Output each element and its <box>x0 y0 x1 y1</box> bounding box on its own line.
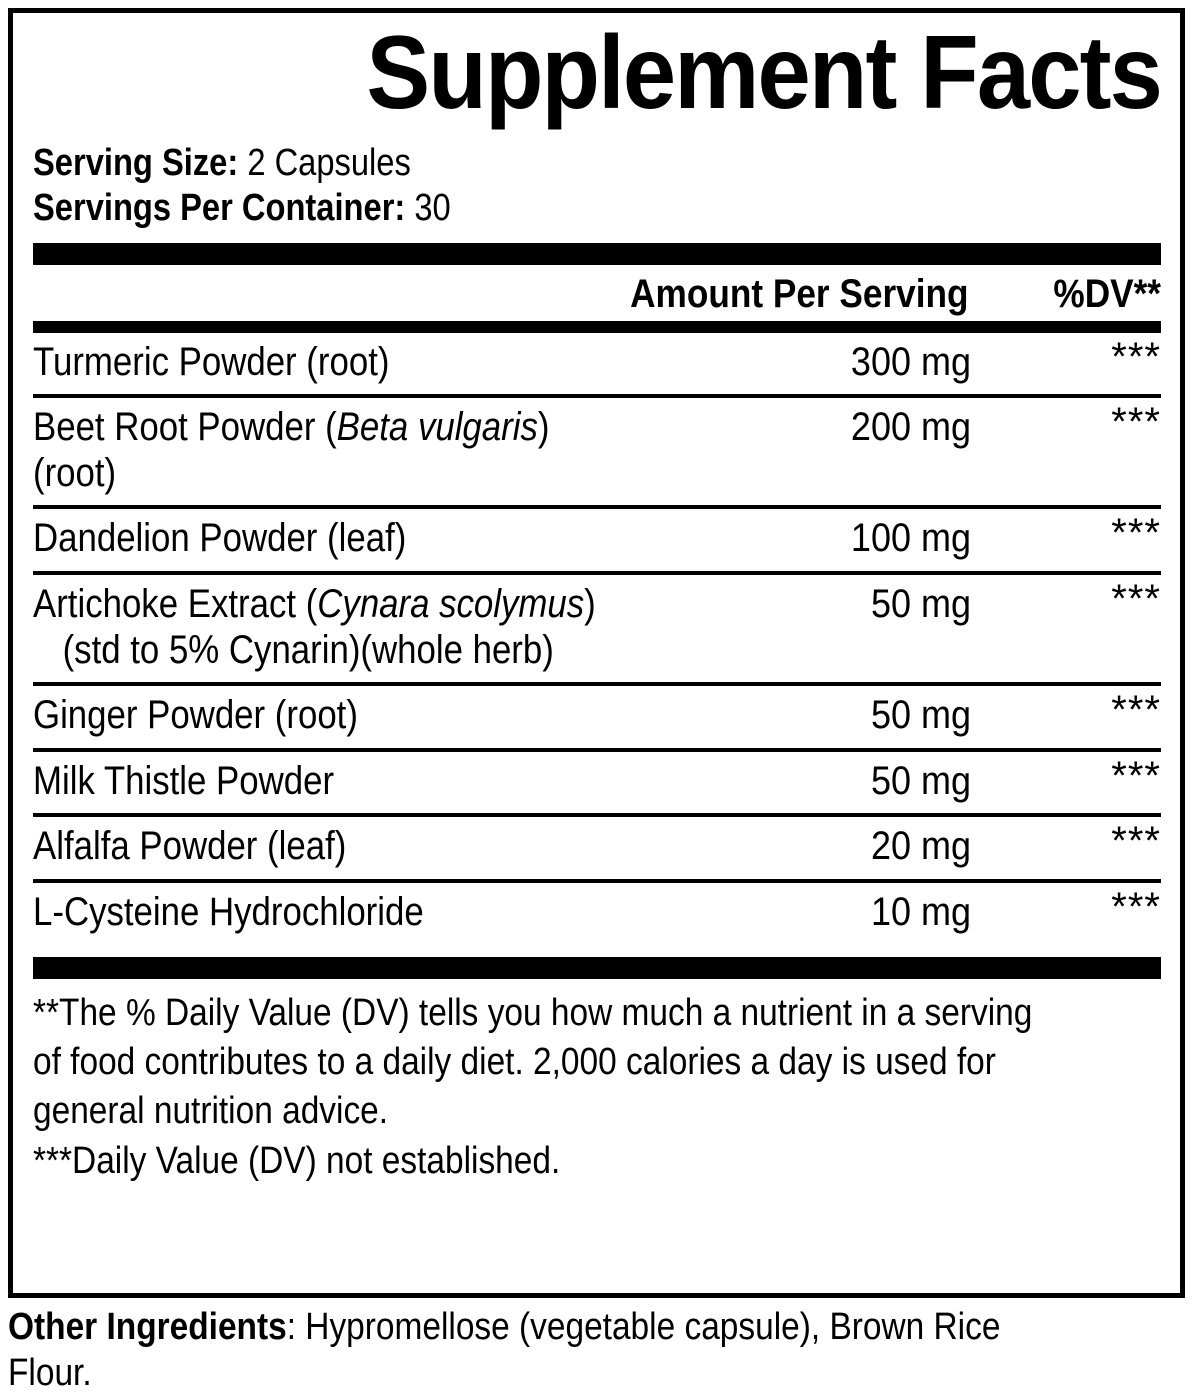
supplement-facts-panel: Supplement Facts Serving Size: 2 Capsule… <box>8 8 1185 1298</box>
table-header-row: Amount Per Serving %DV** <box>33 265 1161 321</box>
table-row: Ginger Powder (root) 50 mg *** <box>33 686 1161 748</box>
page-title: Supplement Facts <box>366 15 1162 131</box>
ingredient-name-text: Dandelion Powder (leaf) <box>33 516 407 561</box>
ingredient-name: L-Cysteine Hydrochloride <box>33 890 623 936</box>
ingredient-amount: 200 mg <box>850 405 971 450</box>
serving-size-label: Serving Size: <box>33 141 239 184</box>
servings-per-container-value: 30 <box>414 186 451 229</box>
table-row: Dandelion Powder (leaf) 100 mg *** <box>33 509 1161 571</box>
table-row: Milk Thistle Powder 50 mg *** <box>33 752 1161 814</box>
other-ingredients-separator: : <box>286 1306 306 1348</box>
ingredient-percent-dv: *** <box>1111 511 1161 556</box>
ingredient-name-text: Ginger Powder (root) <box>33 693 358 738</box>
row-separator <box>33 878 1161 883</box>
rule-under-header <box>33 320 1161 333</box>
table-row: Beet Root Powder (Beta vulgaris)(root) 20… <box>33 398 1161 505</box>
ingredient-percent-dv: *** <box>1111 400 1161 445</box>
serving-size-line: Serving Size: 2 Capsules <box>33 141 1158 186</box>
serving-size-value: 2 Capsules <box>247 141 411 184</box>
other-ingredients-label: Other Ingredients <box>8 1306 287 1348</box>
amount-per-serving-header: Amount Per Serving <box>630 271 969 316</box>
ingredient-name-suffix: ) <box>584 581 596 626</box>
ingredient-name-prefix: Beet Root Powder ( <box>33 405 337 450</box>
table-row: Turmeric Powder (root) 300 mg *** <box>33 333 1161 395</box>
ingredient-name-detail: (std to 5% Cynarin)(whole herb) <box>62 627 554 672</box>
serving-info: Serving Size: 2 Capsules Servings Per Co… <box>33 141 1158 231</box>
ingredient-amount: 50 mg <box>870 758 971 803</box>
ingredient-name-suffix: )(root) <box>33 405 550 495</box>
other-ingredients: Other Ingredients: Hypromellose (vegetab… <box>8 1305 1046 1396</box>
table-row: Artichoke Extract (Cynara scolymus) (std … <box>33 575 1161 682</box>
ingredient-percent-dv: *** <box>1111 819 1161 864</box>
percent-dv-header: %DV** <box>1053 271 1161 316</box>
footnote-line: **The % Daily Value (DV) tells you how m… <box>33 991 1033 1034</box>
footnote-line: of food contributes to a daily diet. 2,0… <box>33 1040 996 1083</box>
row-separator <box>33 747 1161 752</box>
ingredient-percent-dv: *** <box>1111 576 1161 621</box>
ingredient-percent-dv: *** <box>1111 334 1161 379</box>
ingredient-amount: 100 mg <box>850 516 971 561</box>
ingredient-name: Dandelion Powder (leaf) <box>33 516 623 562</box>
ingredient-latin-name: Cynara scolymus <box>317 581 585 626</box>
ingredient-percent-dv: *** <box>1111 753 1161 798</box>
ingredient-name-text: L-Cysteine Hydrochloride <box>33 889 424 934</box>
footnote-line: general nutrition advice. <box>33 1090 389 1133</box>
ingredient-rows: Turmeric Powder (root) 300 mg *** Beet Root… <box>33 333 1161 945</box>
ingredient-percent-dv: *** <box>1111 688 1161 733</box>
footnote-line: ***Daily Value (DV) not established. <box>33 1139 561 1182</box>
row-separator <box>33 813 1161 818</box>
rule-under-serving-info <box>33 242 1161 265</box>
other-ingredients-value: Hypromellose (vegetable capsule), Brown … <box>8 1306 1001 1394</box>
ingredient-amount: 50 mg <box>870 581 971 626</box>
ingredient-name-text: Milk Thistle Powder <box>33 758 335 803</box>
ingredient-name: Beet Root Powder (Beta vulgaris)(root) <box>33 405 623 496</box>
row-separator <box>33 570 1161 575</box>
servings-per-container-label: Servings Per Container: <box>33 186 406 229</box>
ingredient-amount: 20 mg <box>870 824 971 869</box>
ingredient-percent-dv: *** <box>1111 884 1161 929</box>
table-row: Alfalfa Powder (leaf) 20 mg *** <box>33 817 1161 879</box>
rule-above-footnotes <box>33 956 1161 979</box>
ingredient-amount: 50 mg <box>870 693 971 738</box>
ingredient-name: Turmeric Powder (root) <box>33 340 623 386</box>
ingredient-name: Milk Thistle Powder <box>33 759 623 805</box>
ingredient-amount: 10 mg <box>870 889 971 934</box>
ingredient-name-text: Turmeric Powder (root) <box>33 339 390 384</box>
ingredient-name: Alfalfa Powder (leaf) <box>33 824 623 870</box>
ingredient-name-text: Alfalfa Powder (leaf) <box>33 824 347 869</box>
ingredient-name: Ginger Powder (root) <box>33 693 623 739</box>
row-separator <box>33 682 1161 687</box>
table-row: L-Cysteine Hydrochloride 10 mg *** <box>33 883 1161 945</box>
row-separator <box>33 505 1161 510</box>
ingredient-name: Artichoke Extract (Cynara scolymus) (std … <box>33 582 623 673</box>
ingredient-name-prefix: Artichoke Extract ( <box>33 581 318 626</box>
ingredient-latin-name: Beta vulgaris <box>336 405 538 450</box>
ingredient-amount: 300 mg <box>850 339 971 384</box>
row-separator <box>33 394 1161 399</box>
footnotes: **The % Daily Value (DV) tells you how m… <box>33 979 1161 1187</box>
servings-per-container-line: Servings Per Container: 30 <box>33 186 1158 231</box>
